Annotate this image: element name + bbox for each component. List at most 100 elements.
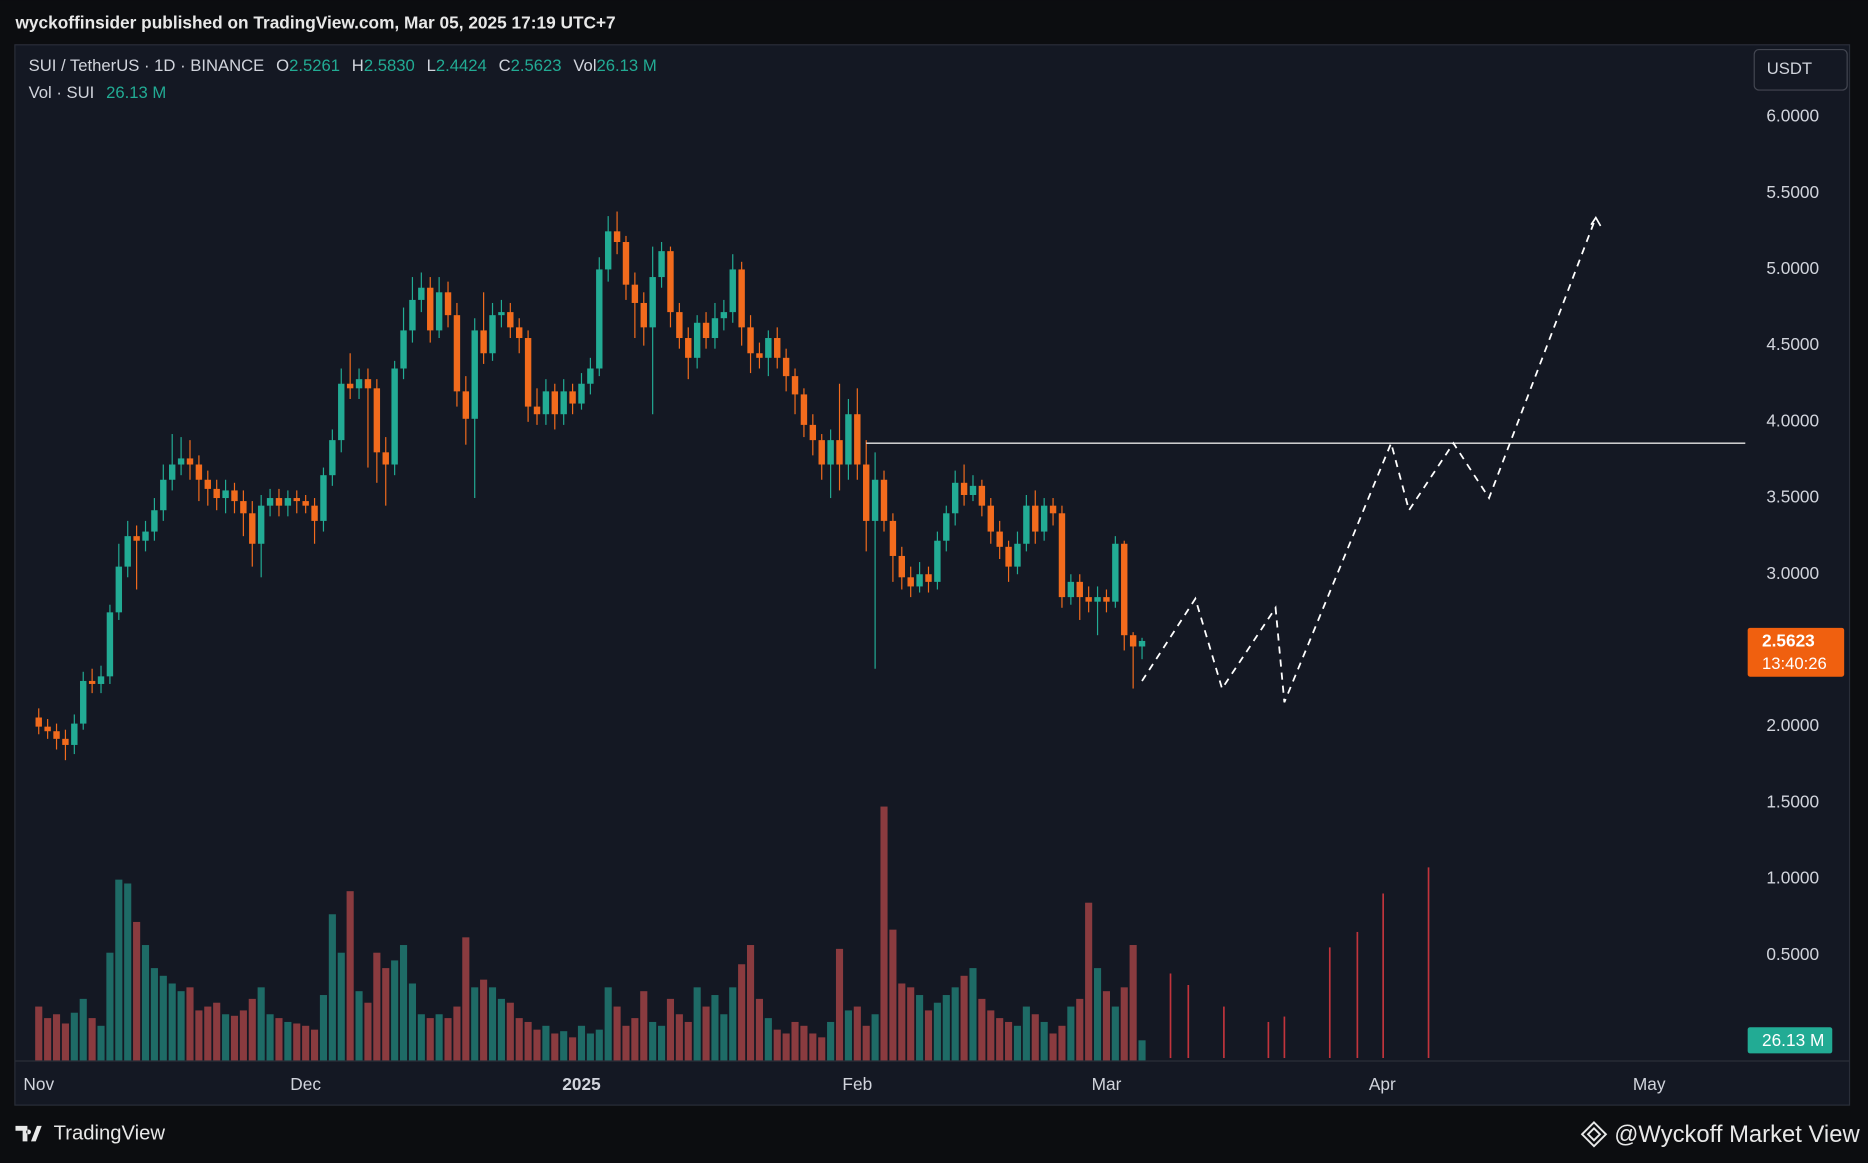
- candle-body: [53, 731, 60, 739]
- volume-bar: [551, 1033, 559, 1061]
- volume-bar: [907, 987, 915, 1061]
- candle-body: [80, 680, 87, 724]
- volume-bar: [542, 1025, 550, 1061]
- price-tag-countdown: 13:40:26: [1762, 654, 1827, 673]
- y-tick-label: 1.5000: [1766, 791, 1819, 811]
- candle-body: [836, 440, 843, 465]
- candle-body: [1005, 546, 1012, 567]
- candle-body: [231, 490, 238, 502]
- volume-bar: [702, 1006, 710, 1061]
- candle-body: [685, 338, 692, 358]
- candle-body: [916, 574, 923, 587]
- volume-legend: Vol · SUI 26.13 M: [29, 84, 167, 103]
- publish-header: wyckoffinsider published on TradingView.…: [14, 13, 615, 33]
- volume-bar: [115, 879, 123, 1061]
- volume-bar: [133, 921, 141, 1061]
- volume-bar: [1138, 1040, 1146, 1061]
- volume-bar: [889, 929, 897, 1061]
- volume-bar: [1120, 987, 1128, 1061]
- candle-body: [204, 479, 211, 489]
- candle-body: [551, 391, 558, 415]
- y-tick-label: 6.0000: [1766, 106, 1819, 126]
- volume-bar: [1022, 1006, 1030, 1061]
- candle-body: [622, 242, 630, 285]
- volume-bar: [809, 1033, 817, 1061]
- volume-bar: [782, 1033, 790, 1061]
- y-tick-label: 5.5000: [1766, 182, 1819, 202]
- volume-bar: [1093, 968, 1102, 1061]
- candle-body: [382, 452, 389, 465]
- projection-path: [1141, 217, 1597, 703]
- projection-arrowhead: [1590, 216, 1602, 227]
- candle-body: [320, 475, 327, 521]
- candle-body: [898, 555, 906, 578]
- y-tick-label: 4.0000: [1766, 410, 1819, 430]
- volume-bar: [462, 937, 470, 1061]
- candle-body: [186, 458, 194, 465]
- candle-body: [346, 383, 354, 389]
- volume-legend-title: Vol · SUI: [29, 84, 95, 103]
- currency-button[interactable]: USDT: [1753, 48, 1848, 91]
- volume-bar: [773, 1029, 781, 1061]
- candle-body: [480, 330, 487, 354]
- volume-bar: [1058, 1025, 1066, 1061]
- price-tag-value: 2.5623: [1762, 631, 1815, 651]
- legend-symbol: SUI / TetherUS · 1D · BINANCE: [29, 56, 265, 75]
- candle-body: [854, 414, 861, 465]
- volume-bar: [435, 1014, 443, 1061]
- volume-bar: [88, 1018, 96, 1061]
- brand-name: TradingView: [54, 1123, 166, 1145]
- candle-body: [142, 531, 149, 541]
- volume-bar: [916, 995, 924, 1061]
- currency-button-box[interactable]: [1753, 48, 1848, 91]
- candle-body: [266, 498, 274, 506]
- candle-body: [782, 357, 790, 377]
- volume-bar: [302, 1025, 310, 1061]
- volume-bar: [346, 891, 354, 1061]
- volume-bar: [230, 1015, 239, 1061]
- volume-legend-value: 26.13 M: [106, 84, 166, 103]
- candle-body: [124, 536, 131, 567]
- candle-body: [302, 501, 309, 506]
- candle-body: [133, 536, 140, 541]
- candle-body: [756, 353, 763, 358]
- volume-bar: [382, 968, 390, 1061]
- volume-bar: [417, 1014, 425, 1061]
- candle-body: [863, 464, 870, 521]
- volume-bar: [284, 1021, 292, 1061]
- candle-body: [533, 406, 541, 415]
- volume-bar: [61, 1023, 69, 1061]
- volume-bar: [711, 995, 719, 1061]
- volume-bar: [52, 1014, 61, 1061]
- volume-bar: [488, 987, 497, 1061]
- candle-body: [791, 376, 799, 395]
- volume-bar: [533, 1029, 541, 1061]
- currency-button-label[interactable]: USDT: [1767, 59, 1812, 78]
- candle-body: [168, 464, 176, 480]
- volume-bar: [222, 1014, 230, 1061]
- volume-bar: [666, 998, 675, 1061]
- volume-bar: [835, 948, 844, 1061]
- candle-body: [542, 391, 550, 415]
- logo-mark: [15, 1125, 42, 1142]
- candle-body: [631, 284, 639, 303]
- candle-body: [177, 458, 185, 465]
- volume-bar: [266, 1014, 274, 1061]
- volume-bar: [853, 1006, 861, 1061]
- volume-bar: [293, 1023, 301, 1061]
- candle-body: [978, 485, 986, 506]
- volume-bar: [827, 1021, 835, 1061]
- volume-bar: [355, 991, 363, 1061]
- candle-body: [1032, 505, 1039, 532]
- candle-body: [693, 322, 701, 358]
- candle-body: [640, 302, 647, 328]
- volume-bar: [1111, 1006, 1119, 1061]
- volume-bar: [1076, 998, 1084, 1061]
- volume-tag: [1747, 1027, 1833, 1054]
- volume-bar: [960, 975, 968, 1061]
- candle-body: [284, 498, 292, 506]
- y-tick-label: 3.5000: [1766, 487, 1819, 507]
- volume-tag-value: 26.13 M: [1762, 1030, 1824, 1050]
- chart-frame: [14, 44, 1851, 1106]
- candle-body: [507, 312, 514, 328]
